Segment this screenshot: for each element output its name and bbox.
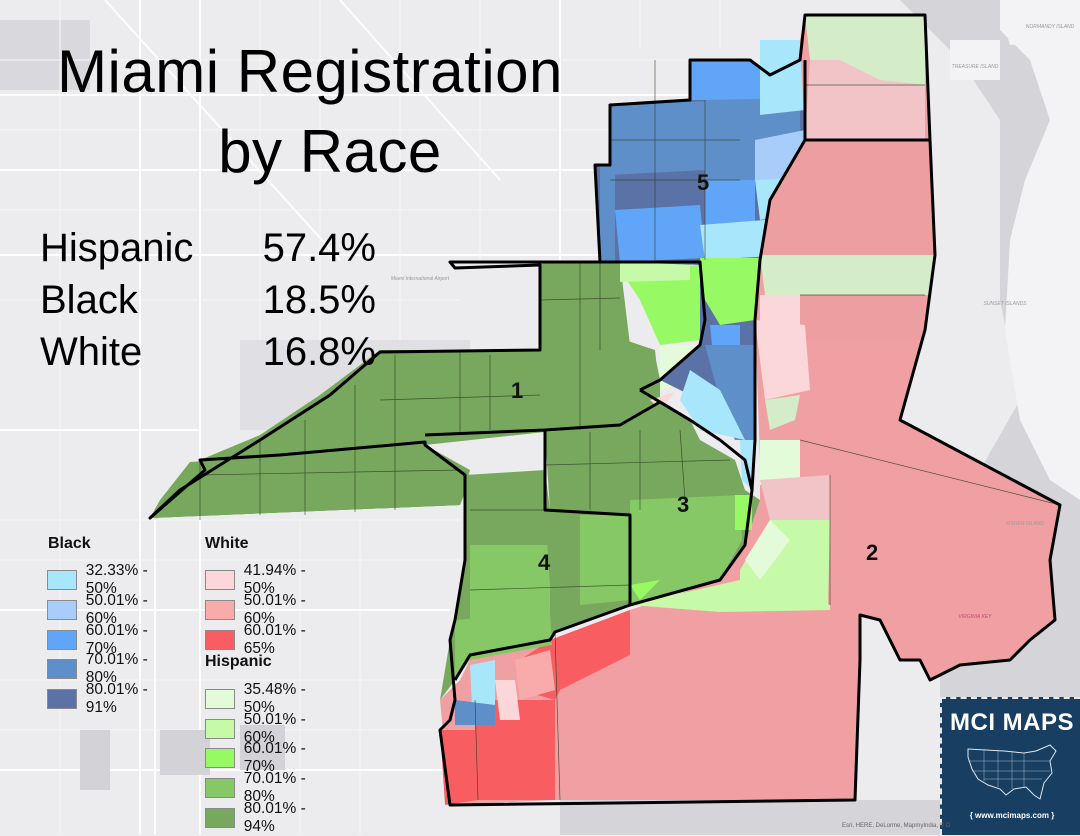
map-title-line-1: Miami Registration — [57, 38, 563, 105]
stat-value: 18.5% — [262, 278, 376, 322]
legend-label: 60.01% - 70% — [243, 740, 306, 775]
legend-title-black: Black — [48, 535, 91, 552]
legend-swatch — [47, 630, 77, 650]
stat-row-black: Black 18.5% — [40, 274, 376, 326]
mci-maps-logo: MCI MAPS { www.mcimaps.com } — [940, 697, 1080, 835]
district-label-5: 5 — [697, 170, 710, 195]
legend-swatch — [205, 689, 235, 709]
legend-swatch — [205, 748, 235, 768]
legend-item: 50.01% - 60% — [205, 711, 310, 747]
stat-row-hispanic: Hispanic 57.4% — [40, 222, 376, 274]
svg-text:VIRGINIA KEY: VIRGINIA KEY — [958, 614, 992, 620]
stat-value: 57.4% — [262, 226, 376, 270]
legend-label: 70.01% - 80% — [243, 770, 306, 805]
legend-label: 32.33% - 50% — [85, 562, 148, 597]
legend-item: 50.01% - 60% — [205, 592, 310, 628]
stat-label: White — [40, 330, 143, 374]
legend-swatch — [205, 600, 235, 620]
stat-label: Hispanic — [40, 226, 194, 270]
district-label-3: 3 — [677, 492, 690, 517]
legend-item: 60.01% - 65% — [205, 622, 310, 658]
legend-swatch — [47, 600, 77, 620]
legend-swatch — [205, 719, 235, 739]
district-label-4: 4 — [538, 550, 551, 575]
legend-swatch — [47, 570, 77, 590]
legend-item: 80.01% - 94% — [205, 800, 310, 836]
map-attribution: Esri, HERE, DeLorme, MapmyIndia, © O — [842, 823, 951, 829]
stat-label: Black — [40, 278, 138, 322]
svg-text:Miami International Airport: Miami International Airport — [391, 276, 450, 282]
legend-item: 50.01% - 60% — [47, 592, 152, 628]
svg-text:TREASURE ISLAND: TREASURE ISLAND — [952, 64, 999, 70]
legend-label: 60.01% - 70% — [85, 622, 148, 657]
legend-title-white: White — [205, 535, 249, 552]
legend-item: 70.01% - 80% — [47, 651, 152, 687]
legend-swatch — [205, 570, 235, 590]
legend-label: 80.01% - 91% — [85, 681, 148, 716]
legend-swatch — [47, 659, 77, 679]
legend-label: 80.01% - 94% — [243, 800, 306, 835]
summary-stats: Hispanic 57.4% Black 18.5% White 16.8% — [40, 222, 376, 378]
legend-label: 70.01% - 80% — [85, 651, 148, 686]
legend-item: 35.48% - 50% — [205, 681, 310, 717]
legend-label: 50.01% - 60% — [85, 592, 148, 627]
map-title-line-2: by Race — [218, 118, 442, 185]
miami-beach-land — [1000, 0, 1080, 500]
svg-text:NORMANDY ISLAND: NORMANDY ISLAND — [1026, 24, 1075, 30]
us-map-icon — [967, 744, 1057, 800]
legend-item: 60.01% - 70% — [205, 740, 310, 776]
legend-item: 32.33% - 50% — [47, 562, 152, 598]
logo-url: { www.mcimaps.com } — [969, 811, 1055, 820]
stat-row-white: White 16.8% — [40, 326, 376, 378]
district-label-1: 1 — [511, 378, 524, 403]
district-label-2: 2 — [866, 540, 879, 565]
legend-item: 70.01% - 80% — [205, 770, 310, 806]
legend-label: 60.01% - 65% — [243, 622, 306, 657]
svg-text:FISHER ISLAND: FISHER ISLAND — [1006, 521, 1044, 527]
legend-label: 41.94% - 50% — [243, 562, 306, 597]
legend-swatch — [205, 630, 235, 650]
legend-label: 35.48% - 50% — [243, 681, 306, 716]
svg-text:SUNSET ISLANDS: SUNSET ISLANDS — [983, 301, 1027, 307]
legend-swatch — [205, 778, 235, 798]
stat-value: 16.8% — [262, 330, 376, 374]
legend-item: 41.94% - 50% — [205, 562, 310, 598]
legend-label: 50.01% - 60% — [243, 592, 306, 627]
legend-item: 80.01% - 91% — [47, 681, 152, 717]
legend-title-hispanic: Hispanic — [205, 653, 272, 670]
legend-swatch — [47, 689, 77, 709]
legend-label: 50.01% - 60% — [243, 711, 306, 746]
legend-item: 60.01% - 70% — [47, 622, 152, 658]
logo-title: MCI MAPS — [950, 709, 1074, 736]
legend-swatch — [205, 808, 235, 828]
